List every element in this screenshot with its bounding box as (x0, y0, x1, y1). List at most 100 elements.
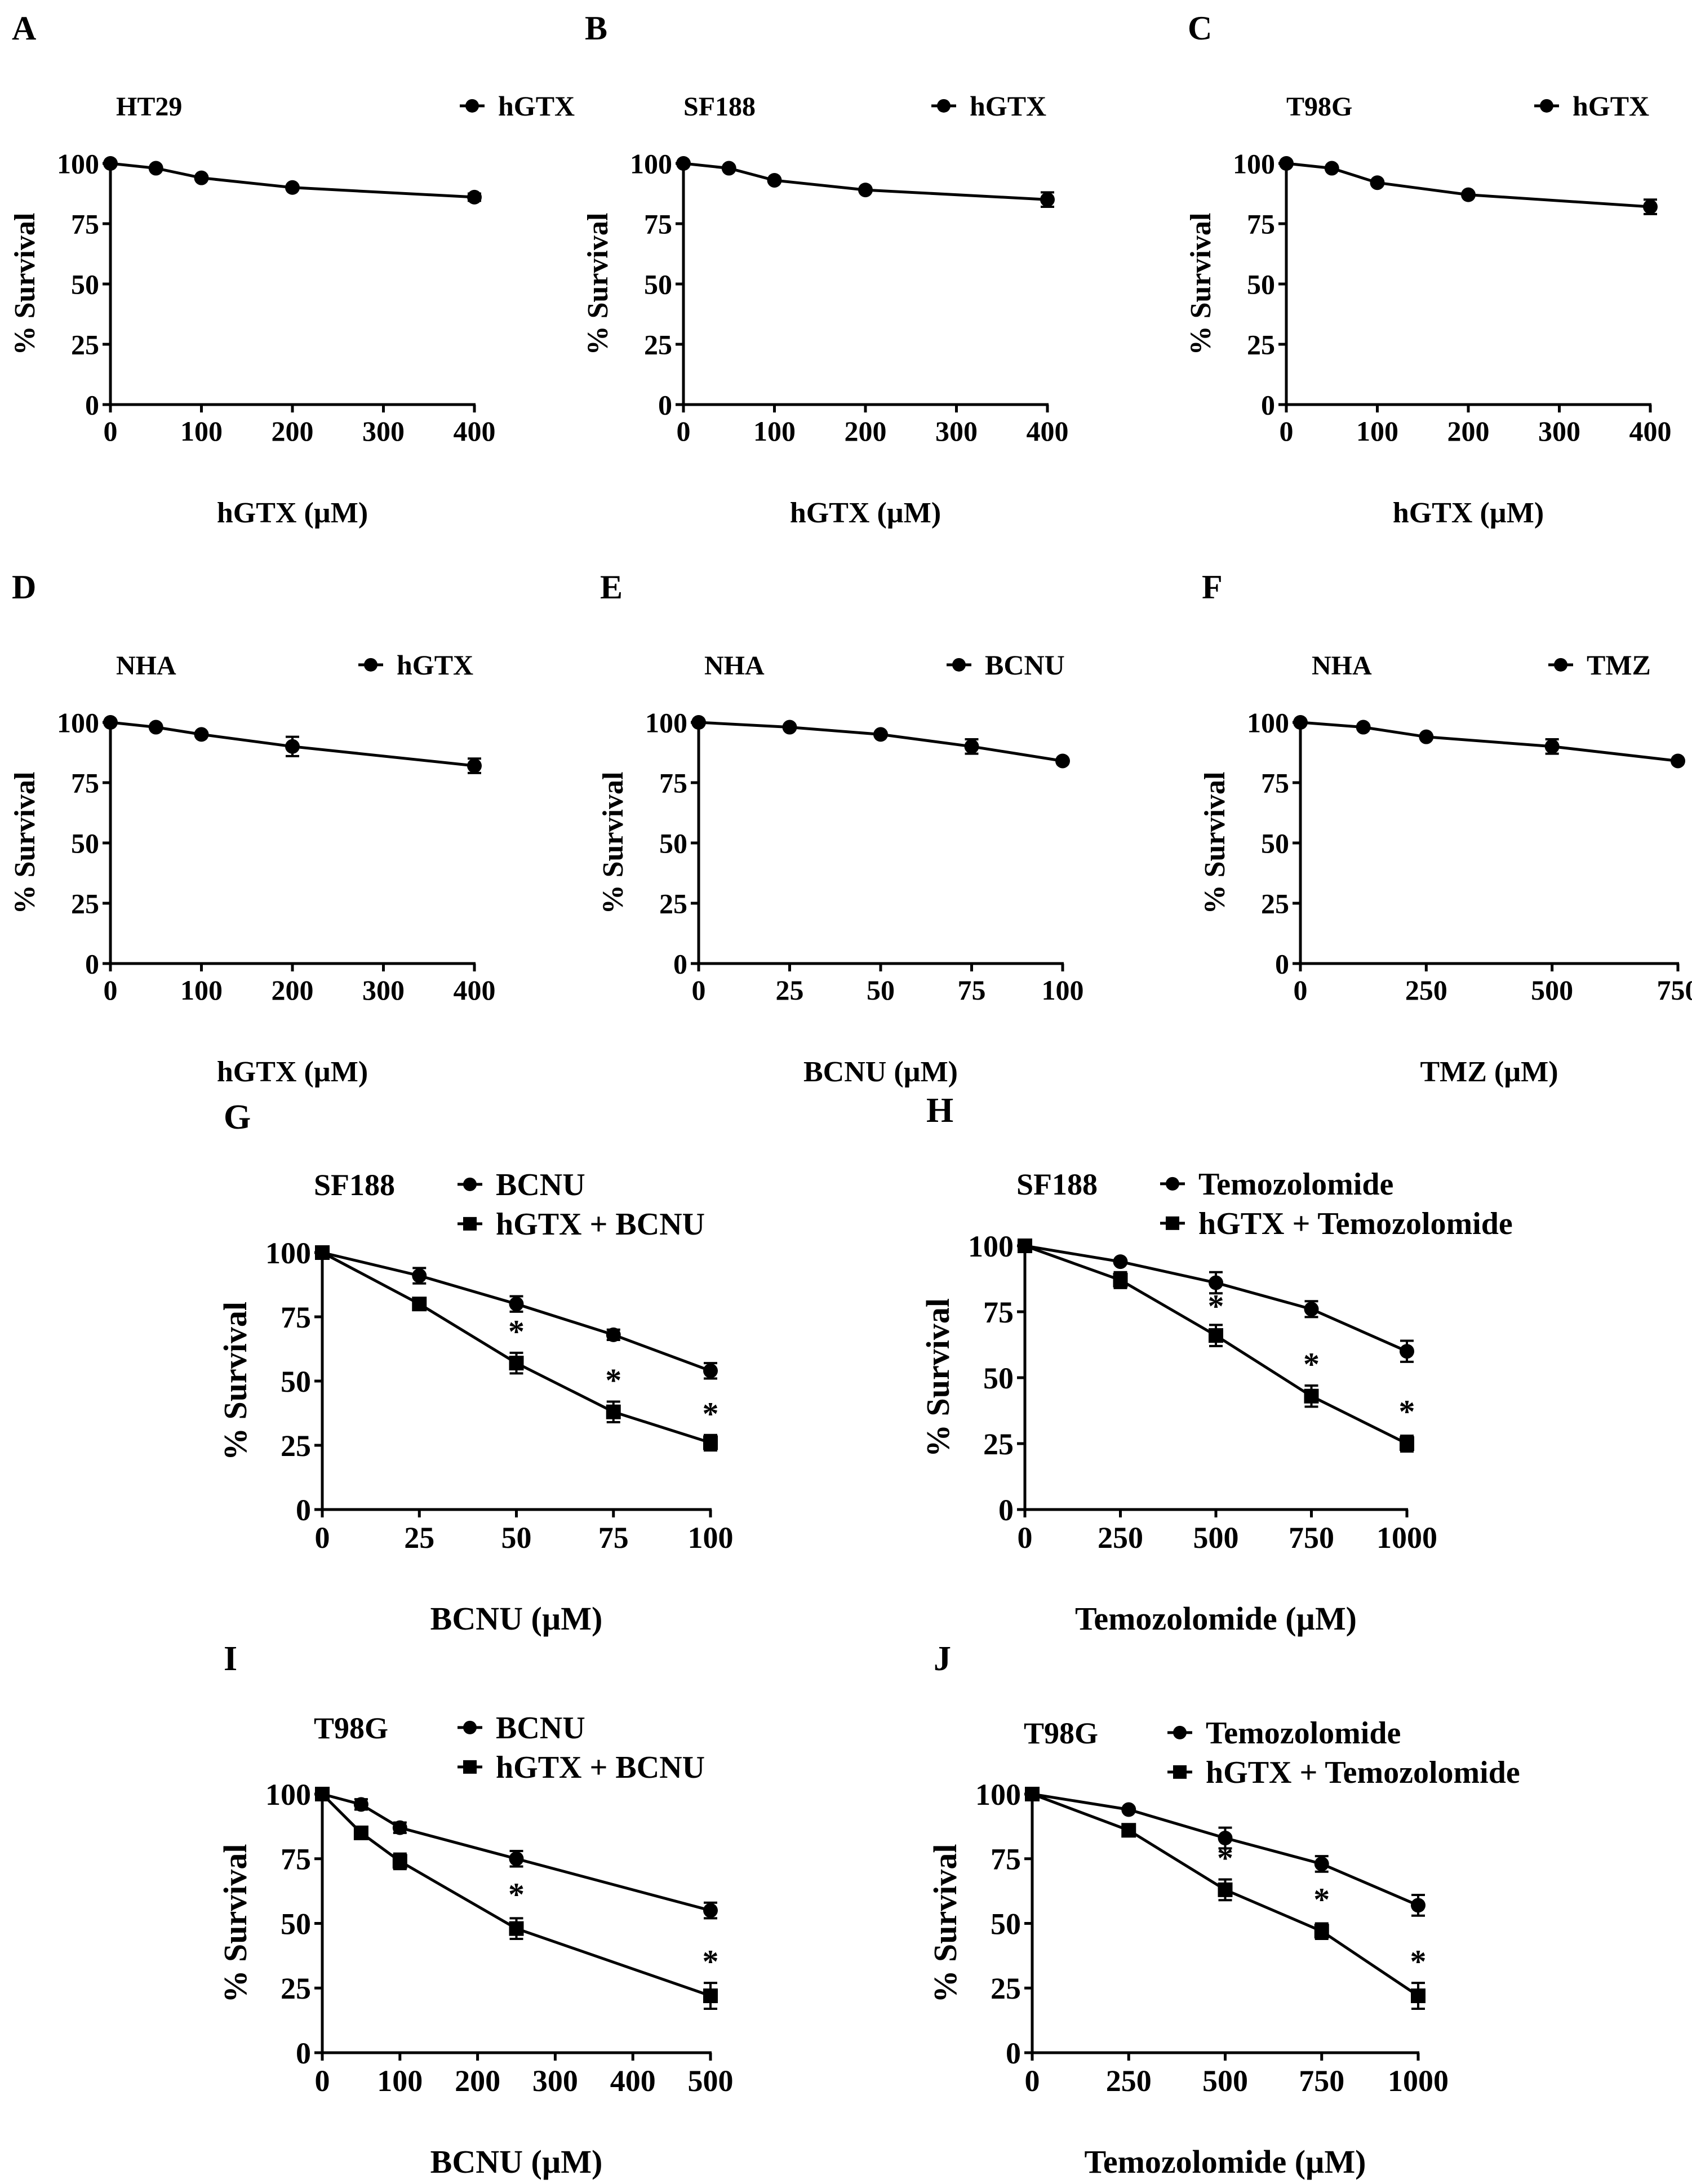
panel-g-significance-mark: * (703, 1396, 719, 1432)
panel-h-series-2-point (1400, 1436, 1414, 1451)
panel-j-series-1-point (1121, 1802, 1136, 1817)
panel-b-xtick-label: 400 (1027, 415, 1069, 447)
panel-d-series-1-point (194, 727, 209, 742)
panel-i-series-1-point (703, 1903, 718, 1918)
panel-i-series-1-point (353, 1797, 368, 1812)
panel-e-label: E (600, 569, 623, 606)
panel-b-ytick-label: 50 (644, 269, 672, 300)
panel-i-ytick-label: 50 (281, 1907, 311, 1941)
panel-h-ytick-label: 0 (998, 1493, 1014, 1527)
panel-h-series-2-point (1113, 1272, 1128, 1288)
panel-j-xtick-label: 500 (1202, 2064, 1248, 2098)
panel-h-ytick-label: 100 (968, 1229, 1014, 1263)
panel-E: E NHA 0 25 50 75 100 0 25 50 75 100 BCNU (µM) % Survi… (597, 569, 1084, 1088)
panel-b-ytick-label: 0 (658, 389, 672, 421)
panel-e-ytick-label: 0 (673, 948, 687, 980)
panel-C: C T98G 0 25 50 75 100 0 100 200 300 400 hGTX (µM) % S… (1185, 10, 1672, 529)
panel-g-xlabel: BCNU (µM) (430, 1600, 603, 1637)
panel-g-series-1-point (509, 1297, 524, 1312)
panel-c-ytick-label: 0 (1261, 389, 1275, 421)
panel-j-significance-mark: * (1410, 1943, 1427, 1980)
panel-e-ytick-label: 50 (659, 828, 687, 859)
panel-c-ytick-label: 75 (1247, 208, 1275, 240)
panel-j-series-2-legend-label: hGTX + Temozolomide (1206, 1755, 1520, 1790)
panel-c-xtick-label: 300 (1538, 415, 1580, 447)
panel-b-ytick-label: 25 (644, 329, 672, 361)
panel-g-title: SF188 (314, 1168, 395, 1202)
panel-g-xtick-label: 75 (598, 1521, 629, 1555)
panel-a-series-1-legend-marker (465, 99, 479, 113)
panel-i-xtick-label: 0 (315, 2064, 330, 2098)
panel-c-xlabel: hGTX (µM) (1393, 497, 1544, 529)
panel-i-series-2-point (315, 1787, 330, 1801)
panel-I: I T98G 0 25 50 75 100 0 100 200 300 400 500 BCNU (µM)… (217, 1640, 734, 2180)
panel-i-ytick-label: 0 (296, 2036, 311, 2070)
panel-f-xtick-label: 500 (1531, 974, 1573, 1006)
panel-h-label: H (926, 1091, 953, 1130)
panel-g-significance-mark: * (605, 1362, 621, 1399)
panel-j-series-2-point (1025, 1787, 1040, 1801)
panel-a-ylabel: % Survival (9, 213, 41, 356)
panel-b-series-1-point (721, 161, 736, 176)
panel-i-significance-mark: * (703, 1943, 719, 1980)
panel-h-ylabel: % Survival (920, 1298, 956, 1457)
panel-d-series-1-legend-label: hGTX (397, 649, 473, 681)
panel-d-title: NHA (116, 651, 176, 681)
panel-c-ylabel: % Survival (1185, 213, 1217, 356)
panel-c-ytick-label: 50 (1247, 269, 1275, 300)
panel-g-series-2-legend-marker (463, 1217, 477, 1231)
panel-d-series-1-legend-marker (364, 658, 378, 672)
panel-a-series-1-point (467, 189, 482, 205)
panel-F: F NHA 0 25 50 75 100 0 250 500 750 TMZ (µM) % Surviv… (1199, 569, 1692, 1088)
panel-c-series-1-legend-label: hGTX (1573, 90, 1649, 122)
panel-g-series-1-point (703, 1363, 718, 1378)
panel-d-series-1-point (148, 720, 163, 735)
panel-j-series-1-point (1314, 1856, 1329, 1871)
panel-f-series-1-point (1293, 715, 1308, 730)
panel-j-series-1-point (1411, 1898, 1425, 1913)
panel-a-label: A (12, 10, 36, 47)
panel-b-xlabel: hGTX (µM) (790, 497, 941, 529)
panel-i-xlabel: BCNU (µM) (430, 2143, 603, 2180)
panel-e-xtick-label: 100 (1042, 974, 1084, 1006)
panel-g-series-2-point (315, 1245, 330, 1260)
panel-h-xtick-label: 500 (1193, 1521, 1239, 1555)
panel-b-xtick-label: 100 (753, 415, 796, 447)
panel-f-xlabel: TMZ (µM) (1420, 1056, 1558, 1088)
panel-c-series-1-point (1643, 199, 1658, 215)
panel-a-ytick-label: 0 (85, 389, 99, 421)
panel-b-series-1-legend-label: hGTX (970, 90, 1046, 122)
panel-g-series-1-point (606, 1327, 621, 1342)
panel-e-series-1-point (782, 720, 797, 735)
panel-a-xtick-label: 200 (272, 415, 314, 447)
panel-a-xtick-label: 0 (104, 415, 118, 447)
panel-c-series-1-point (1461, 187, 1476, 202)
panel-i-series-1-point (509, 1851, 524, 1866)
panel-i-series-2-legend-marker (463, 1760, 477, 1774)
panel-f-series-1-point (1544, 739, 1560, 754)
panel-i-ylabel: % Survival (217, 1844, 254, 2003)
panel-i-label: I (224, 1640, 237, 1678)
panel-j-ytick-label: 75 (991, 1843, 1021, 1876)
panel-c-label: C (1188, 10, 1212, 47)
panel-g-label: G (224, 1098, 251, 1137)
panel-b-ytick-label: 100 (630, 148, 672, 180)
panel-h-title: SF188 (1016, 1168, 1098, 1201)
panel-i-xtick-label: 100 (377, 2064, 423, 2098)
panel-h-ytick-label: 25 (983, 1427, 1014, 1461)
panel-f-series-1-point (1671, 753, 1685, 769)
panel-g-ytick-label: 50 (281, 1365, 311, 1399)
panel-c-xtick-label: 0 (1280, 415, 1294, 447)
panel-j-series-2-point (1218, 1882, 1233, 1897)
panel-j-xtick-label: 750 (1299, 2064, 1344, 2098)
panel-a-series-1-point (194, 170, 209, 185)
panel-a-ytick-label: 25 (71, 329, 99, 361)
panel-i-series-2-legend-label: hGTX + BCNU (496, 1750, 705, 1785)
panel-a-series-1-point (103, 156, 118, 171)
panel-g-ytick-label: 100 (265, 1236, 311, 1270)
panel-h-significance-mark: * (1303, 1346, 1320, 1382)
panel-h-series-1-legend-label: Temozolomide (1198, 1167, 1393, 1202)
panel-i-xtick-label: 400 (610, 2064, 656, 2098)
panel-G: G SF188 0 25 50 75 100 0 25 50 75 100 BCNU (µM) % Sur… (217, 1098, 734, 1637)
